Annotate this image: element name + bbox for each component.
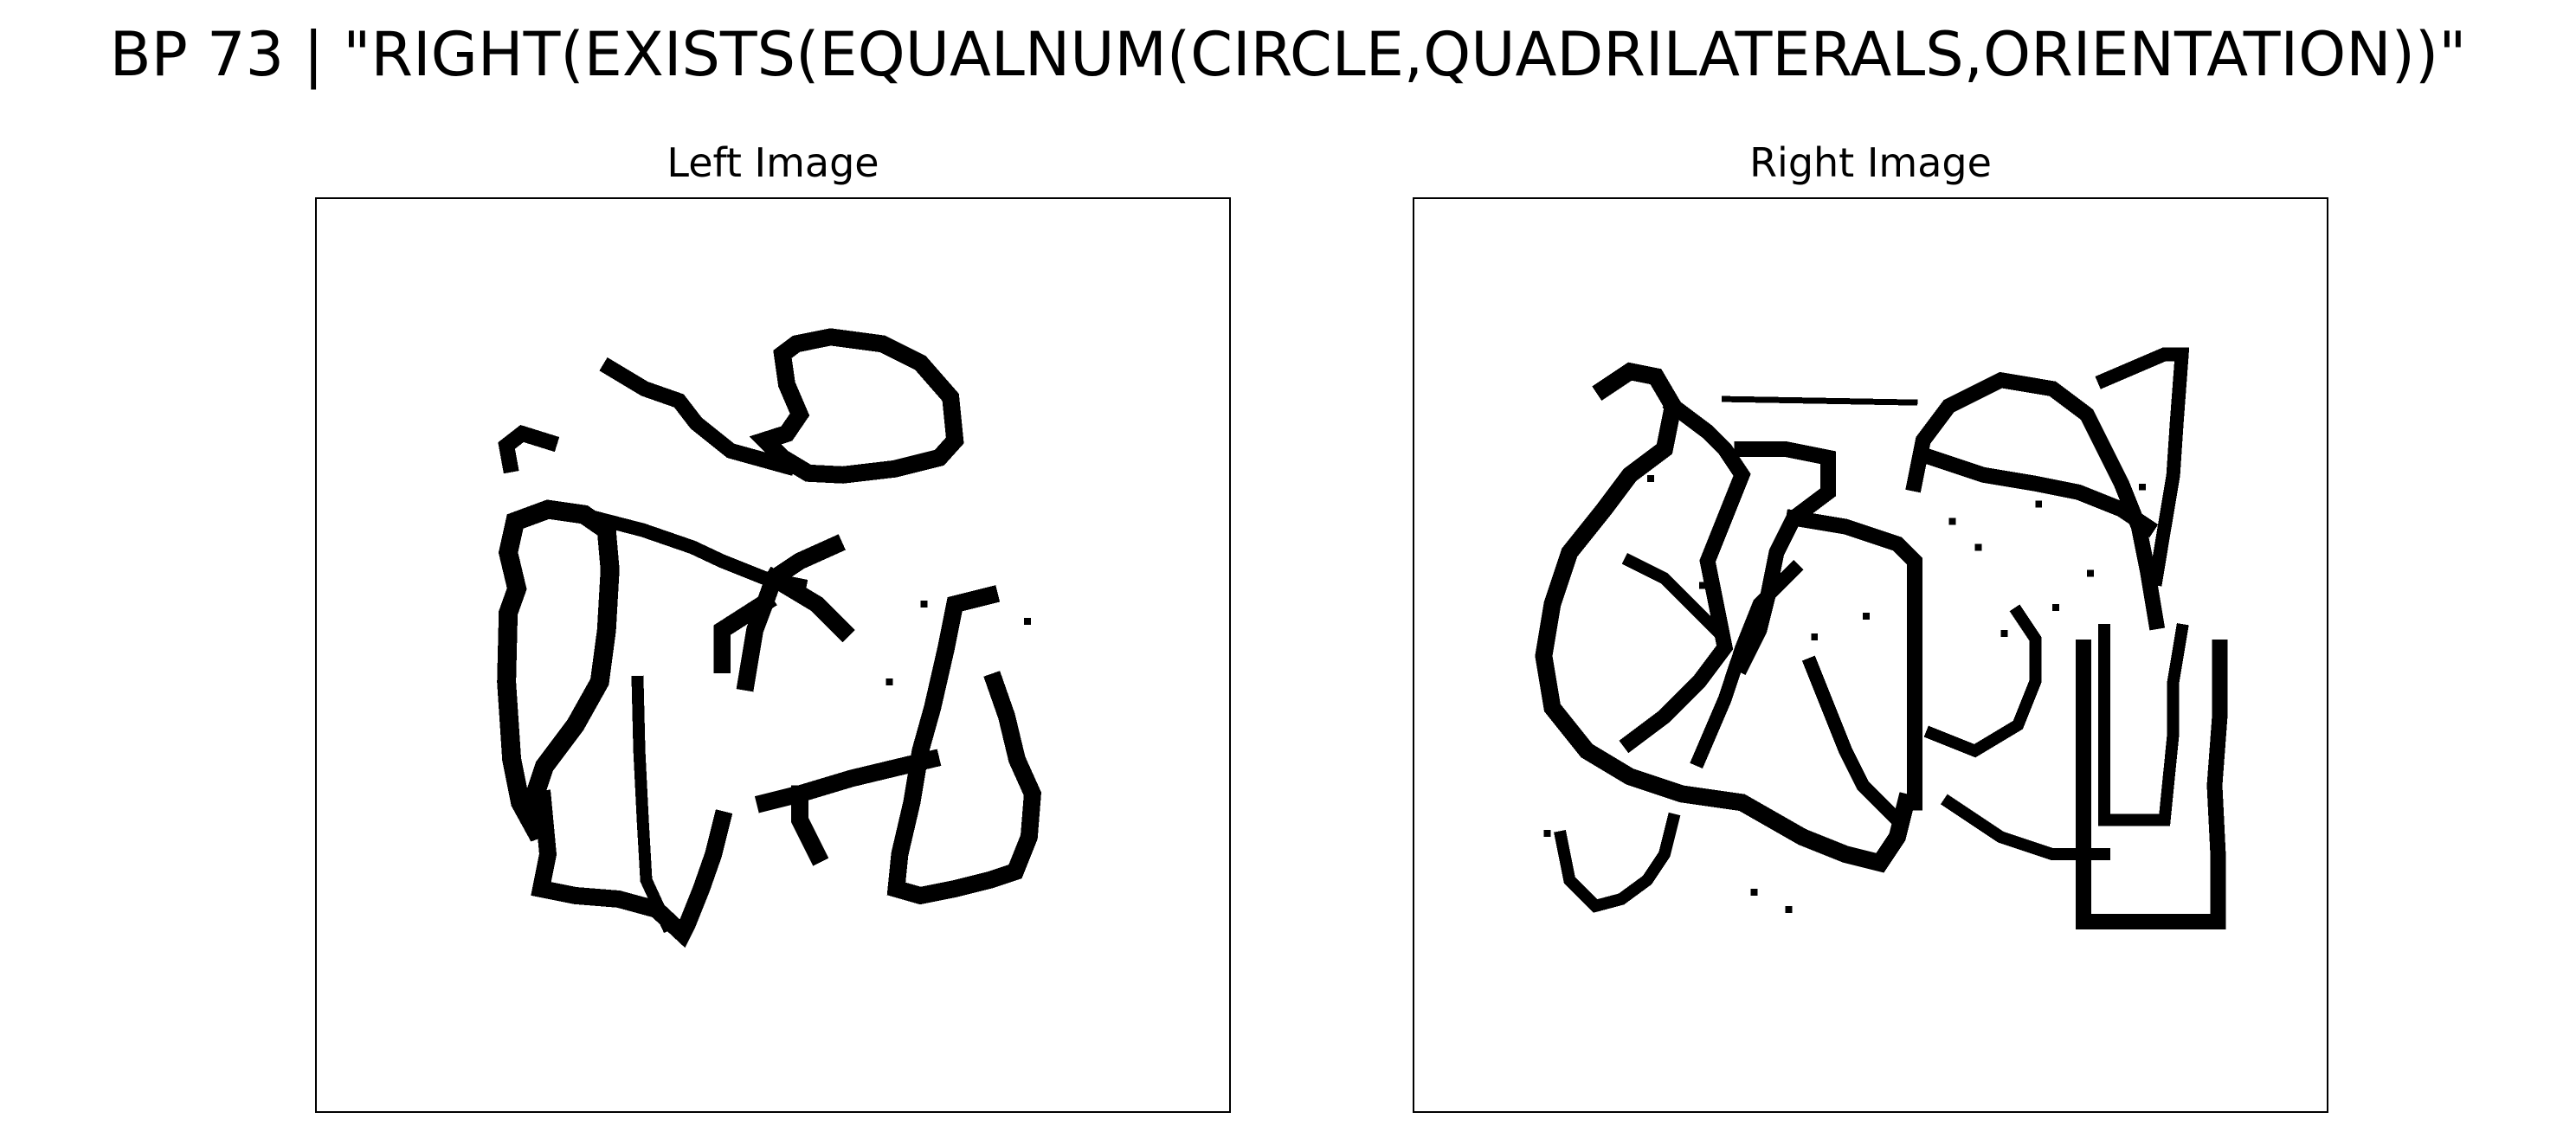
right-speck bbox=[1698, 582, 1706, 589]
right-quad-inner bbox=[2098, 623, 2189, 826]
right-speck bbox=[2000, 630, 2008, 638]
right-image-panel bbox=[1413, 197, 2328, 1113]
figure-title: BP 73 | "RIGHT(EXISTS(EQUALNUM(CIRCLE,QU… bbox=[109, 19, 2467, 90]
left-image-drawing bbox=[497, 328, 1041, 948]
left-panel-label: Left Image bbox=[667, 139, 879, 186]
right-speck bbox=[1974, 543, 1982, 551]
right-panel-label: Right Image bbox=[1749, 139, 1992, 186]
right-speck bbox=[1613, 488, 1620, 496]
right-stroke-bottom-left bbox=[1554, 812, 1681, 913]
left-stroke-lower bbox=[754, 749, 942, 866]
left-loop-bottom bbox=[531, 789, 733, 948]
right-speck bbox=[1646, 474, 1654, 482]
right-speck bbox=[2087, 569, 2095, 577]
right-speck bbox=[2035, 500, 2043, 508]
right-cell-5 bbox=[1922, 447, 2159, 537]
left-stroke-arc bbox=[886, 585, 1041, 905]
right-speck bbox=[1785, 905, 1793, 913]
left-stroke-vertical bbox=[631, 675, 675, 934]
right-speck bbox=[2052, 604, 2060, 612]
right-cell-6 bbox=[2095, 347, 2190, 587]
right-line-top bbox=[1722, 395, 1918, 406]
left-loop-top bbox=[749, 328, 964, 484]
right-speck bbox=[1811, 633, 1819, 641]
left-speck bbox=[886, 678, 893, 685]
left-loop-left bbox=[497, 499, 620, 842]
left-stroke-diagonal bbox=[599, 357, 796, 476]
left-speck bbox=[1023, 618, 1031, 626]
left-image-panel bbox=[315, 197, 1231, 1113]
right-speck bbox=[1863, 613, 1871, 620]
right-speck bbox=[1948, 518, 1956, 525]
right-cell-7 bbox=[1690, 560, 1908, 830]
right-cell-3 bbox=[1785, 509, 1922, 811]
right-quad-frame bbox=[2076, 640, 2228, 929]
right-speck bbox=[1543, 830, 1551, 838]
right-cell-1 bbox=[1619, 395, 1751, 754]
right-cell-9 bbox=[1621, 553, 1725, 639]
right-image-drawing bbox=[1535, 347, 2228, 929]
left-stroke-branch bbox=[713, 534, 855, 692]
right-cell-4 bbox=[1905, 371, 2166, 631]
left-speck bbox=[920, 601, 928, 608]
left-stroke-hook bbox=[498, 425, 560, 474]
right-speck bbox=[2138, 483, 2146, 491]
right-speck bbox=[1750, 888, 1758, 896]
